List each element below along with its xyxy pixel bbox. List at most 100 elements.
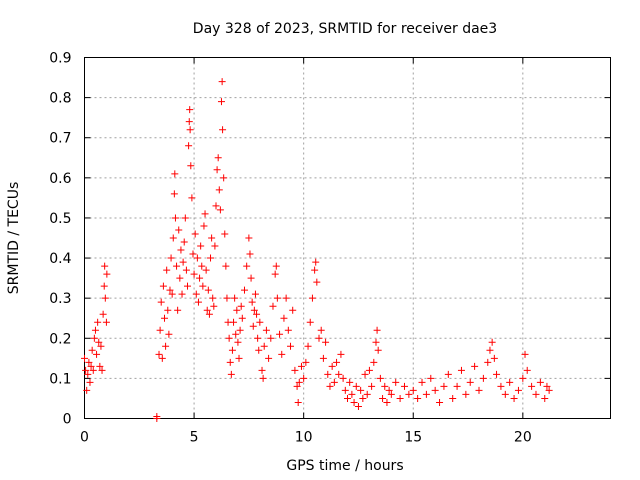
data-point <box>232 330 240 338</box>
data-point <box>199 282 207 290</box>
data-point <box>95 338 103 346</box>
data-point <box>240 286 248 294</box>
data-point <box>209 294 217 302</box>
data-point <box>247 274 255 282</box>
data-point <box>315 334 323 342</box>
data-point <box>271 270 279 278</box>
data-point <box>215 186 223 194</box>
data-point <box>348 390 356 398</box>
data-point <box>475 386 483 394</box>
data-point <box>521 350 529 358</box>
data-point <box>374 346 382 354</box>
data-point <box>177 246 185 254</box>
data-point <box>226 358 234 366</box>
x-tick-label: 15 <box>404 430 422 446</box>
y-tick-label: 0.8 <box>49 91 71 107</box>
data-point <box>392 378 400 386</box>
data-point <box>341 386 349 394</box>
data-point <box>84 370 92 378</box>
data-point <box>324 370 332 378</box>
data-point <box>211 242 219 250</box>
data-point <box>201 210 209 218</box>
data-point <box>178 290 186 298</box>
data-points <box>81 78 553 422</box>
data-point <box>192 290 200 298</box>
data-point <box>319 354 327 362</box>
data-point <box>361 370 369 378</box>
data-point <box>262 326 270 334</box>
data-point <box>155 350 163 358</box>
data-point <box>267 334 275 342</box>
data-point <box>545 386 553 394</box>
data-point <box>431 386 439 394</box>
data-point <box>514 386 522 394</box>
data-point <box>213 166 221 174</box>
data-point <box>352 382 360 390</box>
data-point <box>237 302 245 310</box>
data-point <box>197 242 205 250</box>
data-point <box>322 338 330 346</box>
data-point <box>255 346 263 354</box>
data-point <box>216 206 224 214</box>
data-point <box>484 358 492 366</box>
data-point <box>308 294 316 302</box>
data-point <box>91 326 99 334</box>
axis-ticks: 0 0.1 0.2 0.3 0.4 0.5 0.6 0.7 0.8 0.9 0 5 10 15 20 <box>49 51 611 446</box>
data-point <box>185 142 193 150</box>
data-point <box>304 342 312 350</box>
data-point <box>259 374 267 382</box>
data-point <box>493 370 501 378</box>
data-point <box>175 226 183 234</box>
data-point <box>217 98 225 106</box>
x-axis-label: GPS time / hours <box>286 458 403 474</box>
data-point <box>536 378 544 386</box>
data-point <box>191 230 199 238</box>
data-point <box>231 294 239 302</box>
data-point <box>171 214 179 222</box>
data-point <box>287 342 295 350</box>
data-point <box>276 330 284 338</box>
data-point <box>251 290 259 298</box>
y-tick-label: 0.7 <box>49 131 71 147</box>
data-point <box>188 194 196 202</box>
data-point <box>208 234 216 242</box>
data-point <box>160 314 168 322</box>
data-point <box>300 374 308 382</box>
y-tick-label: 0.5 <box>49 211 71 227</box>
data-point <box>543 382 551 390</box>
data-point <box>256 318 264 326</box>
data-point <box>250 306 258 314</box>
data-point <box>486 346 494 354</box>
data-point <box>269 302 277 310</box>
data-point <box>306 318 314 326</box>
data-point <box>246 250 254 258</box>
data-point <box>89 366 97 374</box>
data-point <box>297 362 305 370</box>
grid <box>84 57 611 419</box>
data-point <box>471 362 479 370</box>
data-point <box>363 390 371 398</box>
data-point <box>238 314 246 322</box>
data-point <box>166 286 174 294</box>
data-point <box>180 238 188 246</box>
data-point <box>214 154 222 162</box>
data-point <box>510 394 518 402</box>
data-point <box>273 294 281 302</box>
data-point <box>337 350 345 358</box>
data-point <box>248 298 256 306</box>
data-point <box>98 366 106 374</box>
y-tick-label: 0.2 <box>49 331 71 347</box>
data-point <box>185 118 193 126</box>
y-tick-label: 0.4 <box>49 251 71 267</box>
data-point <box>344 394 351 402</box>
data-point <box>528 382 536 390</box>
data-point <box>383 398 391 406</box>
data-point <box>249 322 257 330</box>
data-point <box>523 366 531 374</box>
data-point <box>171 170 179 178</box>
data-point <box>354 402 362 410</box>
data-point <box>202 266 210 274</box>
data-point <box>488 338 496 346</box>
data-point <box>479 374 487 382</box>
y-axis-label: SRMTID / TECUs <box>6 182 22 295</box>
